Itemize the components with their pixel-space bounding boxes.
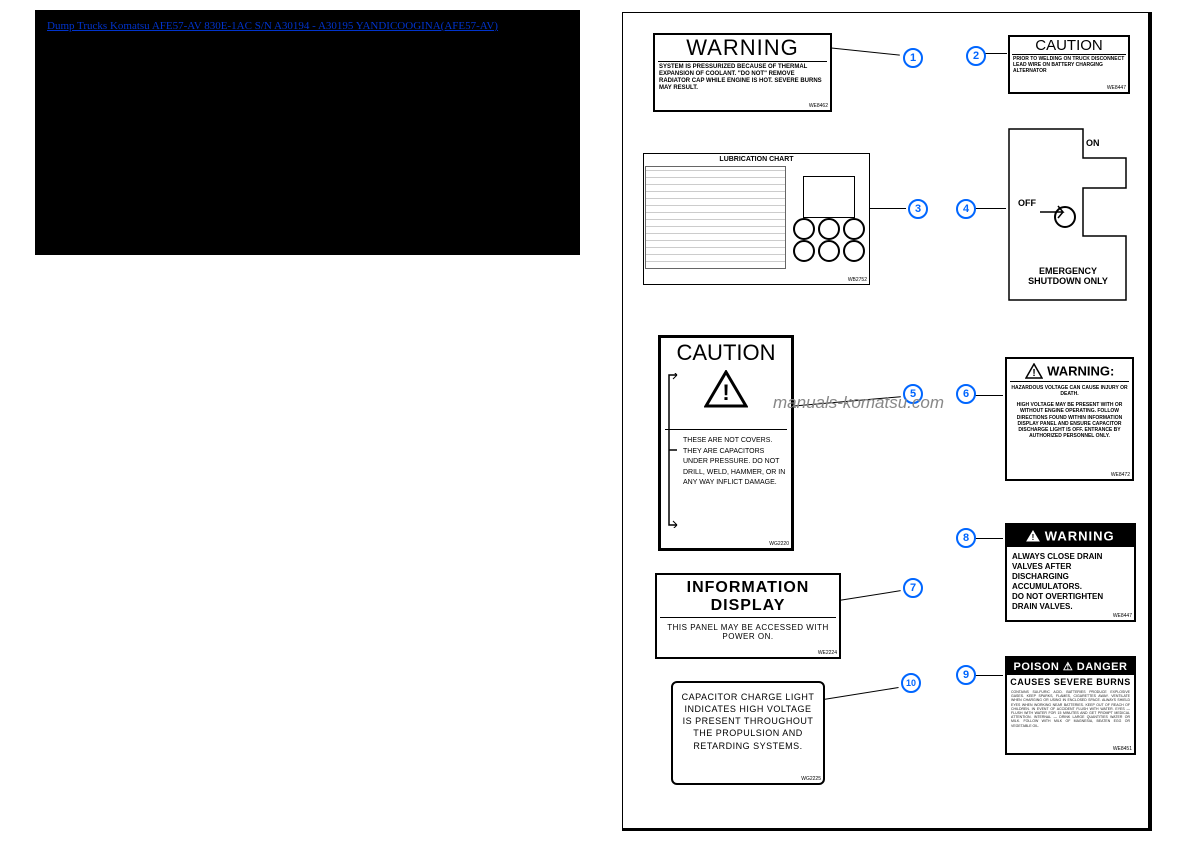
leader-line bbox=[791, 396, 901, 407]
part-number: WE8447 bbox=[1107, 85, 1126, 91]
document-title-link[interactable]: Dump Trucks Komatsu AFE57-AV 830E-1AC S/… bbox=[35, 10, 580, 32]
callout-3: 3 bbox=[908, 199, 928, 219]
label-title: LUBRICATION CHART bbox=[644, 154, 869, 165]
emergency-shutdown-label: ON OFF EMERGENCY SHUTDOWN ONLY bbox=[1008, 128, 1128, 303]
label-body: ALWAYS CLOSE DRAIN VALVES AFTER DISCHARG… bbox=[1007, 547, 1134, 617]
part-number: WE8447 bbox=[1113, 613, 1132, 619]
label-title: WARNING bbox=[1045, 528, 1115, 543]
caution-label-2: CAUTION PRIOR TO WELDING ON TRUCK DISCON… bbox=[1008, 35, 1130, 94]
callout-1: 1 bbox=[903, 48, 923, 68]
leader-line bbox=[830, 47, 900, 55]
svg-text:!: ! bbox=[1032, 533, 1035, 542]
bracket-icon bbox=[667, 373, 675, 528]
lube-table bbox=[645, 166, 786, 269]
label-body: SYSTEM IS PRESSURIZED BECAUSE OF THERMAL… bbox=[655, 62, 830, 94]
label-subtitle: HAZARDOUS VOLTAGE CAN CAUSE INJURY OR DE… bbox=[1007, 382, 1132, 400]
callout-5: 5 bbox=[903, 384, 923, 404]
part-number: WE8472 bbox=[1111, 472, 1130, 478]
label-title: WARNING: bbox=[1047, 363, 1114, 378]
label-body: CONTAINS SULFURIC ACID. BATTERIES PRODUC… bbox=[1007, 689, 1134, 729]
label-body: PRIOR TO WELDING ON TRUCK DISCONNECT LEA… bbox=[1010, 55, 1128, 76]
switch-hole-icon bbox=[1054, 206, 1076, 228]
warning-label-8: ! WARNING ALWAYS CLOSE DRAIN VALVES AFTE… bbox=[1005, 523, 1136, 622]
page: Dump Trucks Komatsu AFE57-AV 830E-1AC S/… bbox=[0, 0, 1190, 842]
label-body: EMERGENCY SHUTDOWN ONLY bbox=[1016, 266, 1120, 286]
label-body: CAPACITOR CHARGE LIGHT INDICATES HIGH VO… bbox=[673, 683, 823, 760]
leader-line bbox=[975, 208, 1006, 209]
part-number: WE8462 bbox=[809, 103, 828, 109]
off-label: OFF bbox=[1018, 198, 1036, 208]
leader-line bbox=[985, 53, 1007, 54]
warning-triangle-icon: ! bbox=[1026, 530, 1040, 542]
poison-danger-label: POISON ⚠ DANGER CAUSES SEVERE BURNS CONT… bbox=[1005, 656, 1136, 755]
leader-line bbox=[870, 208, 906, 209]
part-number: WE2224 bbox=[818, 650, 837, 656]
info-display-label: INFORMATION DISPLAY THIS PANEL MAY BE AC… bbox=[655, 573, 841, 659]
label-title: WARNING bbox=[655, 35, 830, 61]
diagram-panel: WARNING SYSTEM IS PRESSURIZED BECAUSE OF… bbox=[622, 12, 1152, 831]
part-number: WB2752 bbox=[848, 277, 867, 283]
label-title: POISON ⚠ DANGER bbox=[1007, 658, 1134, 675]
callout-2: 2 bbox=[966, 46, 986, 66]
label-title: INFORMATION DISPLAY bbox=[657, 575, 839, 616]
callout-4: 4 bbox=[956, 199, 976, 219]
leader-line bbox=[975, 395, 1003, 396]
capacitor-light-label: CAPACITOR CHARGE LIGHT INDICATES HIGH VO… bbox=[671, 681, 825, 785]
svg-text:!: ! bbox=[722, 380, 729, 405]
label-body: THESE ARE NOT COVERS. THEY ARE CAPACITOR… bbox=[661, 430, 791, 491]
truck-diagram bbox=[788, 166, 868, 269]
leader-line bbox=[839, 590, 900, 601]
part-number: WG2225 bbox=[801, 776, 821, 782]
lubrication-chart-label: LUBRICATION CHART WB2752 bbox=[643, 153, 870, 285]
warning-triangle-icon: ! bbox=[704, 370, 748, 408]
warning-label-6: ! WARNING: HAZARDOUS VOLTAGE CAN CAUSE I… bbox=[1005, 357, 1134, 481]
label-title: CAUTION bbox=[661, 338, 791, 366]
callout-7: 7 bbox=[903, 578, 923, 598]
callout-8: 8 bbox=[956, 528, 976, 548]
label-title: CAUTION bbox=[1010, 37, 1128, 54]
left-black-panel: Dump Trucks Komatsu AFE57-AV 830E-1AC S/… bbox=[35, 10, 580, 255]
leader-line bbox=[823, 687, 898, 700]
warning-label-1: WARNING SYSTEM IS PRESSURIZED BECAUSE OF… bbox=[653, 33, 832, 112]
leader-line bbox=[975, 538, 1003, 539]
label-subtitle: CAUSES SEVERE BURNS bbox=[1007, 675, 1134, 689]
label-body: HIGH VOLTAGE MAY BE PRESENT WITH OR WITH… bbox=[1007, 400, 1132, 442]
callout-9: 9 bbox=[956, 665, 976, 685]
svg-text:!: ! bbox=[1032, 368, 1035, 379]
label-body: THIS PANEL MAY BE ACCESSED WITH POWER ON… bbox=[657, 619, 839, 645]
caution-label-5: CAUTION ! THESE ARE NOT COVERS. THEY ARE… bbox=[658, 335, 794, 551]
callout-10: 10 bbox=[901, 673, 921, 693]
callout-6: 6 bbox=[956, 384, 976, 404]
leader-line bbox=[975, 675, 1003, 676]
part-number: WE8451 bbox=[1113, 746, 1132, 752]
on-label: ON bbox=[1086, 138, 1100, 148]
part-number: WG2220 bbox=[769, 541, 789, 547]
warning-triangle-icon: ! bbox=[1025, 363, 1043, 379]
